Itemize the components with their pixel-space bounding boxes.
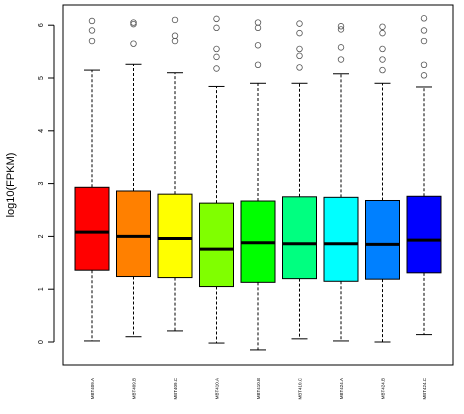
outlier-point — [130, 19, 137, 26]
plot-frame — [62, 4, 454, 366]
box-MBT409.C — [157, 16, 193, 332]
x-tick-label: MBT409.C — [173, 377, 178, 399]
outlier-point — [296, 45, 303, 53]
box-MBT410.B — [240, 19, 276, 351]
y-axis-label: log10(FPKM) — [5, 153, 17, 218]
box-MBT424.B — [365, 23, 400, 343]
outlier-point — [296, 20, 303, 27]
box-body — [365, 199, 400, 280]
box-MBT409.B — [116, 19, 151, 338]
outlier-point — [88, 17, 96, 25]
box-body — [74, 186, 110, 271]
x-tick-label: MBT424.A — [339, 378, 344, 399]
box-body — [282, 196, 317, 280]
outlier-point — [379, 66, 386, 74]
box-MBT424.A — [323, 23, 359, 342]
outlier-point — [130, 20, 137, 28]
outlier-point — [379, 56, 386, 63]
outlier-point — [130, 40, 137, 47]
outlier-point — [213, 15, 220, 23]
box-body — [199, 202, 234, 288]
outlier-point — [420, 27, 428, 34]
outlier-point — [171, 32, 179, 39]
y-tick-label: 1 — [38, 287, 45, 291]
y-tick-label: 5 — [38, 76, 45, 80]
box-body — [157, 193, 193, 279]
y-axis: 0 1 2 3 4 5 6 — [38, 23, 55, 344]
outlier-point — [420, 61, 428, 69]
outlier-point — [420, 37, 428, 45]
y-tick-label: 3 — [38, 182, 45, 186]
x-tick-label: MBT410.B — [256, 378, 261, 399]
box-body — [406, 195, 442, 274]
outlier-point — [296, 29, 303, 37]
box-body — [116, 190, 151, 278]
outlier-point — [213, 65, 220, 72]
box-MBT409.A — [74, 17, 110, 342]
outlier-point — [213, 24, 220, 32]
x-tick-label: MBT424.B — [381, 378, 386, 399]
outlier-point — [171, 16, 179, 24]
outlier-point — [379, 45, 386, 53]
outlier-point — [254, 61, 262, 69]
outlier-point — [254, 19, 262, 26]
x-tick-label: MBT409.A — [90, 378, 95, 399]
box-body — [323, 196, 359, 282]
outlier-point — [420, 72, 428, 79]
y-tick-label: 6 — [38, 23, 45, 27]
box-MBT424.C — [406, 15, 442, 336]
outlier-point — [337, 56, 345, 63]
y-tick-label: 4 — [38, 129, 45, 133]
box-MBT410.C — [282, 20, 317, 340]
outlier-point — [254, 42, 262, 49]
outlier-point — [296, 64, 303, 71]
y-tick-label: 2 — [38, 234, 45, 238]
outlier-point — [379, 23, 386, 30]
outlier-point — [420, 15, 428, 22]
outlier-point — [213, 53, 220, 61]
x-tick-label: MBT410.A — [215, 378, 220, 399]
outlier-point — [88, 37, 96, 45]
outlier-point — [337, 44, 345, 51]
outlier-point — [337, 26, 345, 33]
x-tick-label: MBT409.B — [132, 378, 137, 399]
outlier-point — [88, 27, 96, 34]
outlier-point — [213, 45, 220, 53]
x-tick-label: MBT424.C — [422, 377, 427, 399]
outlier-point — [296, 52, 303, 60]
outlier-point — [337, 23, 345, 30]
outlier-point — [254, 24, 262, 32]
x-tick-label: MBT410.C — [298, 377, 303, 399]
y-tick-label: 0 — [38, 340, 45, 344]
boxes-layer — [74, 15, 442, 351]
outlier-point — [171, 37, 179, 45]
x-axis-labels: MBT409.A MBT409.B MBT409.C MBT410.A MBT410.B… — [90, 377, 427, 399]
outlier-point — [379, 29, 386, 37]
box-MBT410.A — [199, 15, 234, 344]
